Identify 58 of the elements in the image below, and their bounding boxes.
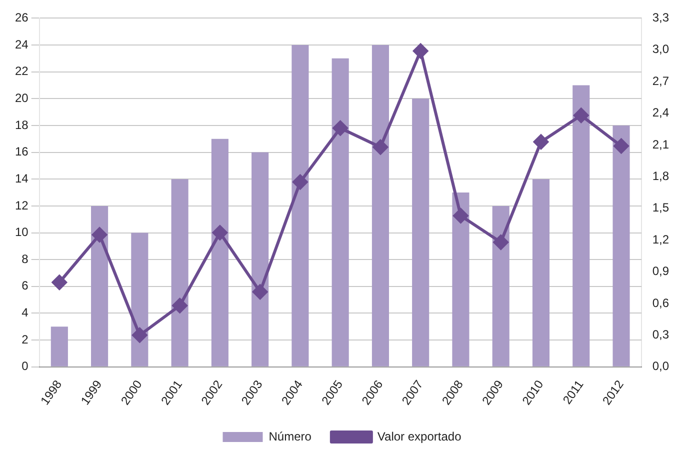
bar (452, 192, 470, 366)
bar (50, 326, 68, 366)
point (614, 138, 629, 154)
bar (252, 152, 269, 366)
legend-label: Valor exportado (377, 429, 462, 444)
bar (332, 58, 349, 366)
y2-tick-label: 0,0 (652, 359, 670, 374)
y2-tick-label: 1,5 (652, 200, 670, 215)
y-tick-label: 24 (14, 37, 29, 52)
y-tick-label: 20 (14, 90, 29, 105)
bar (171, 179, 188, 366)
point (252, 284, 268, 300)
y-tick-label: 22 (14, 64, 29, 78)
point (493, 234, 508, 250)
bar (91, 206, 108, 366)
y2-tick-label: 0,6 (652, 296, 670, 310)
point (132, 328, 148, 343)
y2-tick-label: 0,3 (652, 327, 670, 342)
point (372, 140, 388, 155)
y2-tick-label: 0,9 (652, 264, 670, 278)
point (212, 225, 228, 240)
point (292, 174, 308, 190)
bar (292, 45, 309, 366)
legend-label: Número (268, 429, 312, 444)
point (413, 43, 428, 58)
bar (572, 85, 590, 366)
y2-tick-label: 2,7 (652, 74, 670, 88)
y2-tick-label: 2,4 (652, 106, 670, 120)
y2-tick-label: 1,2 (652, 232, 670, 246)
point (172, 298, 188, 314)
point (52, 274, 67, 290)
bar (211, 138, 228, 366)
point (92, 227, 108, 242)
bar (492, 206, 510, 366)
point (574, 108, 589, 123)
y-tick-label: 4 (22, 306, 29, 320)
y2-tick-label: 1,8 (652, 169, 670, 183)
bar (412, 98, 430, 366)
y-tick-label: 8 (22, 252, 29, 266)
bar (532, 179, 550, 366)
point (332, 120, 348, 136)
y-tick-label: 10 (14, 225, 29, 240)
point (533, 134, 548, 150)
y-tick-label: 26 (14, 10, 29, 25)
y-tick-label: 0 (22, 359, 29, 374)
bar (372, 45, 389, 366)
y2-tick-label: 2,1 (652, 137, 670, 152)
y2-tick-label: 3,0 (652, 42, 670, 56)
y-tick-label: 14 (14, 171, 29, 186)
bar (131, 232, 148, 366)
y2-tick-label: 3,3 (652, 10, 670, 25)
y-tick-label: 6 (22, 278, 29, 293)
y-tick-label: 18 (14, 118, 29, 132)
y-tick-label: 2 (22, 332, 29, 346)
point (453, 208, 468, 224)
y-tick-label: 16 (14, 144, 29, 159)
bar (612, 125, 630, 366)
y-tick-label: 12 (14, 198, 29, 212)
